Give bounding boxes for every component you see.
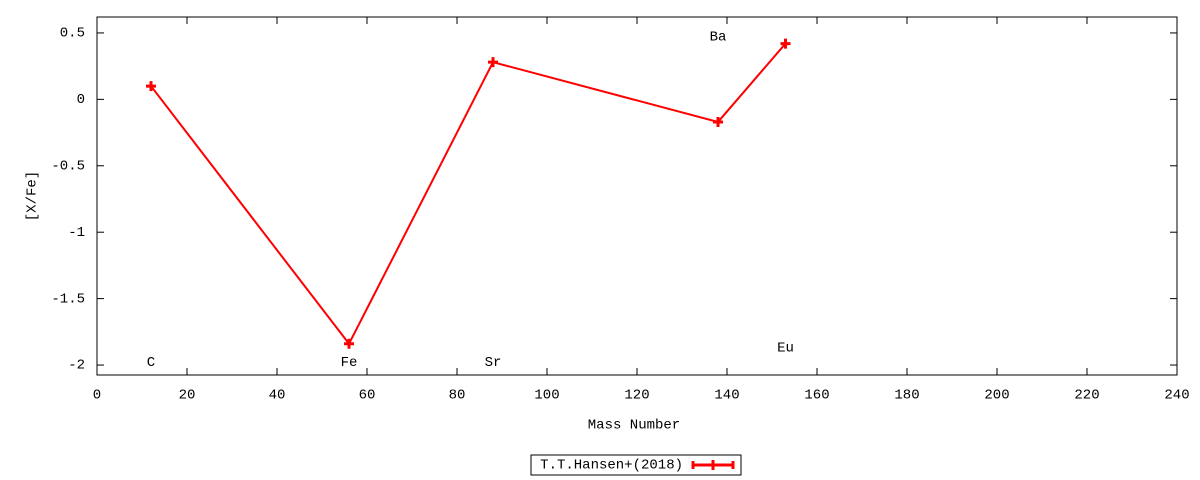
y-tick-label: -1.5 xyxy=(51,291,85,307)
series-line xyxy=(150,42,787,346)
x-tick-label: 220 xyxy=(1074,388,1099,404)
annotation: Sr xyxy=(485,355,502,371)
y-tick-label: 0.5 xyxy=(60,26,85,42)
annotation: C xyxy=(147,355,155,371)
point xyxy=(488,57,498,68)
x-tick-label: 180 xyxy=(894,388,919,404)
x-tick-label: 80 xyxy=(449,388,466,404)
x-tick-label: 200 xyxy=(984,388,1009,404)
y-tick-label: -1 xyxy=(68,225,85,241)
legend-box xyxy=(530,454,742,476)
x-tick-label: 20 xyxy=(179,388,196,404)
x-tick-label: 100 xyxy=(534,388,559,404)
point xyxy=(146,81,156,92)
y-tick-label: -2 xyxy=(68,358,85,374)
annotation: Ba xyxy=(710,30,727,46)
x-tick-label: 240 xyxy=(1164,388,1189,404)
x-tick-label: 160 xyxy=(804,388,829,404)
x-tick-label: 0 xyxy=(93,388,101,404)
y-tick-label: 0 xyxy=(77,92,85,108)
x-tick-label: 140 xyxy=(714,388,739,404)
y-tick-label: -0.5 xyxy=(51,158,85,174)
legend-marker xyxy=(708,460,718,470)
legend-label: T.T.Hansen+(2018) xyxy=(540,458,683,474)
x-tick-label: 40 xyxy=(269,388,286,404)
y-axis-label: [X/Fe] xyxy=(25,171,41,221)
x-tick-label: 120 xyxy=(624,388,649,404)
point xyxy=(344,338,354,349)
x-tick-label: 60 xyxy=(359,388,376,404)
annotation: Eu xyxy=(777,340,794,356)
x-axis-label: Mass Number xyxy=(588,418,680,434)
annotation: Fe xyxy=(341,355,358,371)
point xyxy=(780,38,791,49)
plot-frame xyxy=(96,16,1178,376)
legend-marker xyxy=(691,461,735,469)
point xyxy=(713,116,723,127)
